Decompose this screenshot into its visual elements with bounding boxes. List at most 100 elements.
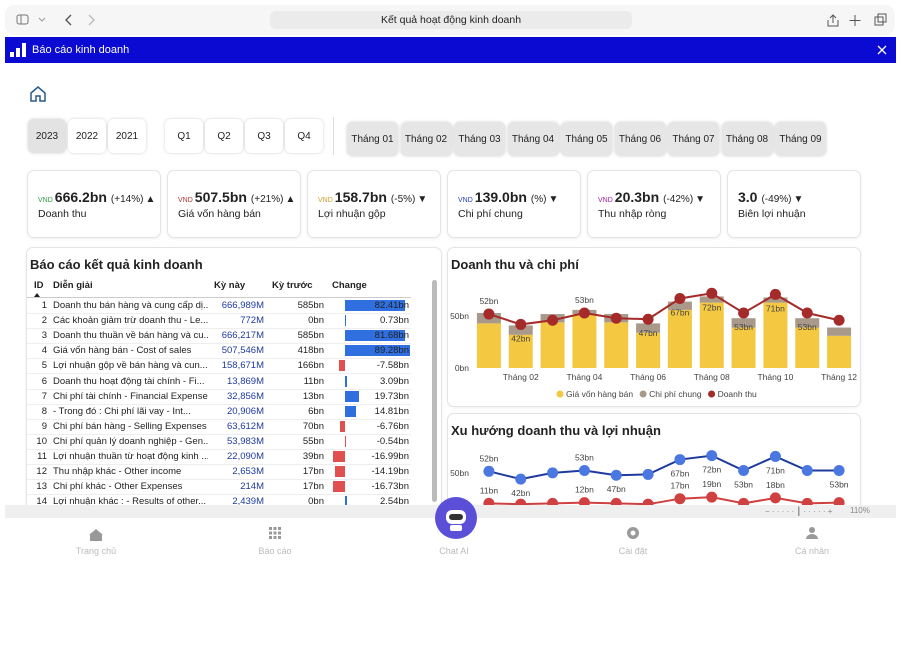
kpi-label: Lợi nhuận gộp: [318, 208, 386, 220]
nav-label[interactable]: Báo cáo: [258, 546, 292, 556]
row-current: 13,869M: [227, 375, 264, 387]
row-item: Chi phí khác - Other Expenses: [53, 481, 183, 493]
point: [547, 497, 559, 505]
row-item: Lợi nhuận thuần từ hoạt động kinh ...: [53, 451, 208, 462]
data-label: 72bn: [702, 302, 721, 312]
month-button[interactable]: Tháng 01: [347, 122, 398, 156]
home-icon[interactable]: [29, 85, 47, 103]
nav-label[interactable]: Cài đặt: [618, 546, 648, 556]
kpi-card: VND 158.7bn (-5%) ▼ Lợi nhuận gộp: [307, 170, 441, 238]
point: [833, 314, 845, 326]
change-bar: [332, 451, 345, 462]
bar: [508, 325, 533, 335]
nav-icon[interactable]: [267, 525, 283, 541]
bar: [667, 309, 692, 368]
row-id: 2: [41, 315, 47, 327]
month-button[interactable]: Tháng 03: [454, 122, 505, 156]
row-previous: 13bn: [302, 390, 324, 402]
month-button[interactable]: Tháng 04: [507, 122, 559, 156]
row-item: Chi phí tài chính - Financial Expenses: [53, 390, 208, 402]
row-previous: 166bn: [297, 360, 324, 372]
browser-actions[interactable]: [825, 13, 889, 27]
row-id: 6: [41, 375, 47, 387]
chat-ai-button[interactable]: [433, 495, 479, 541]
data-label: 52bn: [479, 296, 498, 306]
bar: [763, 297, 788, 303]
table-header[interactable]: ID: [34, 280, 44, 291]
nav-icons[interactable]: [15, 13, 95, 27]
change-label: -0.54bn: [376, 435, 409, 447]
kpi-value-row: VND 507.5bn (+21%) ▲: [178, 190, 295, 207]
change-bar: [345, 315, 346, 327]
row-id: 14: [36, 496, 47, 508]
kpi-value-row: 3.0 (-49%) ▼: [738, 190, 803, 206]
y-tick-label: 50bn: [450, 468, 469, 478]
nav-label[interactable]: Chat AI: [439, 546, 469, 556]
point: [515, 318, 527, 330]
point: [769, 288, 781, 300]
row-item: - Trong đó : Chi phí lãi vay - Int...: [53, 405, 191, 417]
year-button[interactable]: 2021: [108, 119, 146, 153]
change-bar: [334, 466, 345, 478]
year-button[interactable]: 2023: [28, 119, 66, 153]
month-button[interactable]: Tháng 07: [668, 122, 719, 156]
legend-label: Chi phí chung: [649, 389, 702, 399]
data-label: 47bn: [607, 484, 626, 494]
kpi-change: (+14%): [110, 194, 144, 205]
data-label: 17bn: [670, 481, 689, 491]
table-header[interactable]: Diễn giải: [53, 280, 93, 291]
scrollbar[interactable]: [432, 280, 437, 502]
nav-label[interactable]: Cá nhân: [794, 546, 830, 556]
quarter-button[interactable]: Q2: [205, 119, 243, 153]
data-label: 42bn: [511, 488, 530, 498]
data-label: 71bn: [766, 303, 785, 313]
point: [578, 497, 590, 505]
data-label: 53bn: [798, 322, 817, 332]
month-button[interactable]: Tháng 09: [775, 122, 826, 156]
change-bar: [345, 496, 347, 508]
month-button[interactable]: Tháng 05: [561, 122, 612, 156]
change-label: 2.54bn: [379, 496, 409, 508]
row-previous: 17bn: [302, 466, 324, 478]
quarter-button[interactable]: Q4: [285, 119, 323, 153]
nav-icon[interactable]: [804, 525, 820, 541]
point: [578, 465, 590, 477]
point: [547, 314, 559, 326]
month-button[interactable]: Tháng 06: [614, 122, 666, 156]
close-button[interactable]: [877, 45, 887, 55]
change-bar: [339, 360, 345, 372]
year-button[interactable]: 2022: [68, 119, 106, 153]
nav-label[interactable]: Trang chủ: [75, 546, 117, 556]
month-button[interactable]: Tháng 02: [400, 122, 452, 156]
sort-indicator[interactable]: [34, 293, 40, 297]
zoom-slider[interactable]: − · · · · · ┃ · · · · · +: [765, 507, 833, 516]
row-item: Chi phí quản lý doanh nghiệp - Gen...: [53, 435, 208, 447]
bar: [795, 318, 820, 328]
nav-icon[interactable]: [625, 525, 641, 541]
row-item: Các khoản giảm trừ doanh thu - Le...: [53, 315, 208, 327]
quarter-button[interactable]: Q3: [245, 119, 283, 153]
address-bar[interactable]: Kết quả hoạt động kinh doanh: [270, 11, 632, 29]
bar: [540, 322, 565, 368]
kpi-currency: VND: [458, 197, 473, 204]
line: [488, 496, 840, 505]
row-id: 13: [36, 481, 47, 493]
kpi-change: (+21%): [250, 194, 284, 205]
kpi-value: 158.7bn: [334, 189, 387, 205]
bar: [508, 334, 533, 368]
bar: [827, 327, 852, 336]
row-current: 32,856M: [227, 390, 264, 402]
row-item: Lợi nhuận khác : - Results of other...: [53, 496, 207, 508]
quarter-button[interactable]: Q1: [165, 119, 203, 153]
point: [738, 307, 750, 319]
month-button[interactable]: Tháng 08: [721, 122, 773, 156]
kpi-change: (-5%): [390, 194, 416, 205]
point: [515, 473, 527, 485]
nav-icon[interactable]: [88, 525, 104, 541]
point: [801, 465, 813, 477]
row-id: 7: [41, 390, 47, 402]
change-label: -16.73bn: [371, 481, 409, 493]
row-item: Doanh thu bán hàng và cung cấp dị...: [53, 300, 208, 311]
row-current: 214M: [240, 481, 264, 493]
